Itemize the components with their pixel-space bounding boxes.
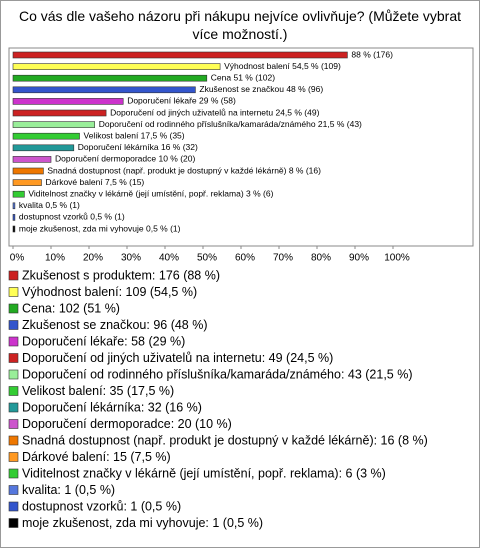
bar-label: Velikost balení 17,5 % (35) xyxy=(84,130,185,140)
legend-swatch xyxy=(8,270,19,281)
bar-label: Výhodnost balení 54,5 % (109) xyxy=(224,61,341,71)
legend-label: Doporučení lékárníka: 32 (16 %) xyxy=(22,400,202,414)
bar-label: Doporučení lékaře 29 % (58) xyxy=(127,96,236,106)
bar-label: dostupnost vzorků 0,5 % (1) xyxy=(19,212,125,222)
legend-swatch xyxy=(8,386,19,396)
legend-label: Dárkové balení: 15 (7,5 %) xyxy=(22,450,171,464)
bar xyxy=(12,190,25,198)
legend-label: Doporučení lékaře: 58 (29 %) xyxy=(22,334,185,348)
bar-label: Viditelnost značky v lékárně (její umíst… xyxy=(28,188,273,198)
x-tick-label: 60% xyxy=(235,253,255,264)
legend-swatch xyxy=(8,435,19,446)
bar-label: Doporučení lékárníka 16 % (32) xyxy=(78,142,198,152)
legend-swatch xyxy=(8,501,19,512)
legend-swatch xyxy=(8,452,19,462)
bar xyxy=(12,156,52,163)
bar xyxy=(12,179,42,186)
chart-title: Co vás dle vašeho názoru při nákupu nejv… xyxy=(18,8,462,42)
bar-label: moje zkušenost, zda mi vyhovuje 0,5 % (1… xyxy=(19,223,181,233)
bar xyxy=(12,98,124,105)
bar-label: Dárkové balení 7,5 % (15) xyxy=(46,177,145,187)
legend-label: Doporučení dermoporadce: 20 (10 %) xyxy=(22,417,232,431)
legend-label: Cena: 102 (51 %) xyxy=(22,301,120,315)
legend-label: Zkušenost se značkou: 96 (48 %) xyxy=(22,318,208,332)
legend-label: Doporučení od jiných uživatelů na intern… xyxy=(22,351,333,365)
legend-label: moje zkušenost, zda mi vyhovuje: 1 (0,5 … xyxy=(22,516,263,530)
legend-swatch xyxy=(8,402,19,413)
legend-swatch xyxy=(8,518,19,528)
bar xyxy=(12,144,75,152)
x-tick-label: 80% xyxy=(311,253,331,264)
x-tick-label: 90% xyxy=(349,253,369,264)
bar xyxy=(12,225,16,233)
x-tick-label: 50% xyxy=(197,253,217,264)
bar-label: kvalita 0,5 % (1) xyxy=(19,200,80,210)
x-tick-label: 20% xyxy=(83,253,103,264)
legend-swatch xyxy=(8,336,19,347)
legend-swatch xyxy=(8,303,19,314)
x-tick-label: 70% xyxy=(273,253,293,264)
legend-label: Viditelnost značky v lékárně (její umíst… xyxy=(22,466,386,480)
legend-label: Doporučení od rodinného příslušníka/kama… xyxy=(22,367,413,381)
legend-label: Zkušenost s produktem: 176 (88 %) xyxy=(22,268,220,282)
bar-label: Doporučení od rodinného příslušníka/kama… xyxy=(99,119,362,129)
x-tick-label: 0% xyxy=(10,253,25,264)
x-tick-label: 40% xyxy=(159,253,179,264)
legend-label: kvalita: 1 (0,5 %) xyxy=(22,483,115,497)
legend-swatch xyxy=(8,485,19,495)
x-tick-label: 10% xyxy=(45,253,65,264)
bar xyxy=(12,202,16,210)
x-tick-label: 100% xyxy=(384,253,410,264)
bar xyxy=(12,132,80,140)
bar-label: Doporučení od jiných uživatelů na intern… xyxy=(110,107,319,117)
legend-label: Snadná dostupnost (např. produkt je dost… xyxy=(22,433,428,447)
legend-swatch xyxy=(8,369,19,380)
legend-swatch xyxy=(8,353,19,363)
legend-label: Výhodnost balení: 109 (54,5 %) xyxy=(22,285,197,299)
bar xyxy=(12,167,44,175)
legend-swatch xyxy=(8,287,19,297)
bar-label: Zkušenost se značkou 48 % (96) xyxy=(199,84,323,94)
bar xyxy=(12,74,208,82)
bar xyxy=(12,214,16,221)
bar-label: Cena 51 % (102) xyxy=(211,72,275,82)
bar xyxy=(12,86,196,94)
legend-label: dostupnost vzorků: 1 (0,5 %) xyxy=(22,499,181,513)
bar xyxy=(12,109,107,117)
legend-label: Velikost balení: 35 (17,5 %) xyxy=(22,384,174,398)
bar-label: Doporučení dermoporadce 10 % (20) xyxy=(55,154,195,164)
bar-label: 88 % (176) xyxy=(351,49,393,59)
x-tick-label: 30% xyxy=(121,253,141,264)
bar xyxy=(12,51,348,59)
bar xyxy=(12,121,95,128)
legend-swatch xyxy=(8,419,19,429)
bar-label: Snadná dostupnost (např. produkt je dost… xyxy=(47,165,321,175)
bar xyxy=(12,63,221,70)
legend-swatch xyxy=(8,468,19,479)
legend-swatch xyxy=(8,320,19,330)
